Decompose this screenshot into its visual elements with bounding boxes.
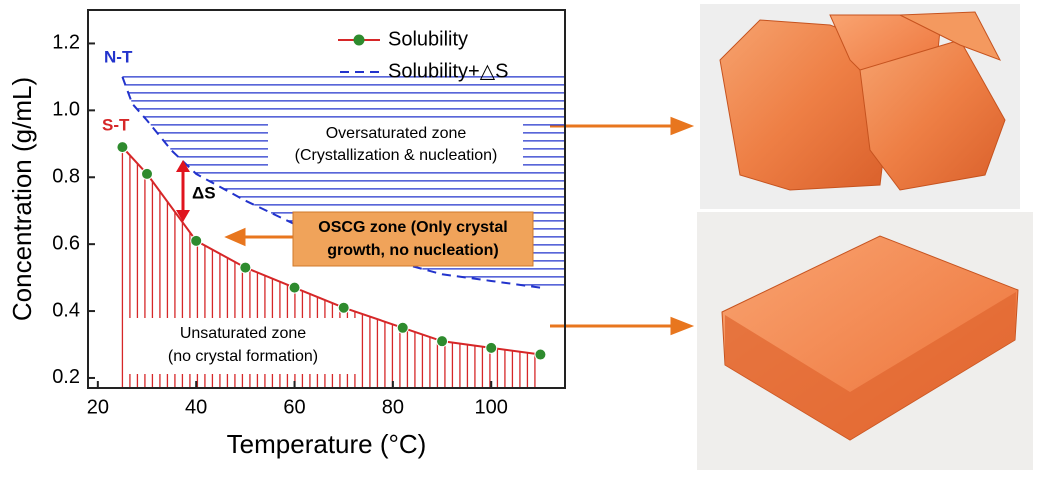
annotation: growth, no nucleation) — [327, 242, 499, 259]
annotation: ΔS — [192, 183, 216, 202]
annotation: Unsaturated zone — [180, 325, 306, 342]
data-point — [117, 142, 128, 153]
y-tick-label: 0.6 — [52, 232, 80, 254]
data-point — [240, 262, 251, 273]
x-tick-label: 100 — [475, 396, 508, 418]
annotation: (Crystallization & nucleation) — [295, 147, 498, 164]
data-point — [535, 349, 546, 360]
data-point — [338, 302, 349, 313]
data-point — [397, 322, 408, 333]
data-point — [437, 336, 448, 347]
photo-top — [700, 4, 1020, 209]
photo-bottom — [697, 212, 1033, 470]
y-tick-label: 0.4 — [52, 299, 80, 321]
plot: 20 40 60 80 100 0.2 0.4 0.6 0.8 1.0 1.2 Temperature… — [7, 10, 565, 459]
y-tick-label: 0.8 — [52, 166, 80, 188]
x-tick-label: 80 — [382, 396, 404, 418]
y-tick-label: 0.2 — [52, 366, 80, 388]
data-point — [289, 282, 300, 293]
annotation: Oversaturated zone — [326, 125, 467, 142]
x-tick-label: 20 — [87, 396, 109, 418]
legend-label: Solubility — [388, 28, 468, 50]
y-axis-label: Concentration (g/mL) — [7, 77, 37, 321]
annotation: (no crystal formation) — [168, 348, 318, 365]
data-point — [191, 235, 202, 246]
annotation: OSCG zone (Only crystal — [318, 219, 507, 236]
x-tick-label: 60 — [283, 396, 305, 418]
legend-label: Solubility+△S — [388, 60, 508, 82]
x-tick-label: 40 — [185, 396, 207, 418]
annotation: N-T — [104, 47, 133, 66]
annotation: S-T — [102, 115, 130, 134]
legend-marker — [354, 35, 365, 46]
data-point — [142, 168, 153, 179]
x-axis-label: Temperature (°C) — [227, 429, 427, 459]
figure: 20 40 60 80 100 0.2 0.4 0.6 0.8 1.0 1.2 Temperature… — [0, 0, 1039, 472]
y-tick-label: 1.0 — [52, 99, 80, 121]
data-point — [486, 342, 497, 353]
y-tick-label: 1.2 — [52, 32, 80, 54]
